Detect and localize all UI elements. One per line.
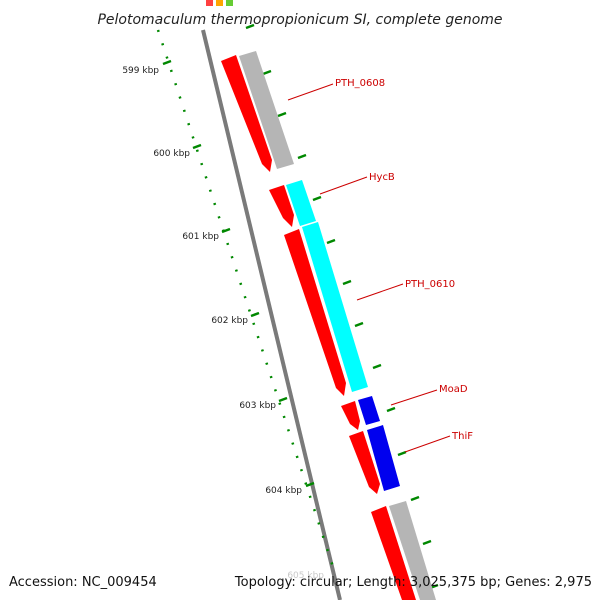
- gene-label-moad: MoaD: [439, 384, 468, 395]
- ruler-ticks: [162, 59, 315, 488]
- gene-arrow-red: [371, 506, 416, 600]
- genome-backbone: [201, 29, 342, 600]
- outer-tick-track: [245, 23, 439, 590]
- gene-arrow-red: [284, 229, 346, 396]
- tick-label: 603 kbp: [239, 401, 276, 411]
- tick-label: 599 kbp: [122, 66, 159, 76]
- gene-labels: PTH_0608 HycB PTH_0610 MoaD ThiF: [287, 78, 473, 453]
- ruler-labels: 599 kbp 600 kbp 601 kbp 602 kbp 603 kbp …: [122, 66, 324, 581]
- gene-features: [221, 51, 436, 600]
- ruler-tick: [305, 481, 315, 488]
- map-title: Pelotomaculum thermopropionicum SI, comp…: [97, 12, 502, 28]
- ruler-tick: [250, 311, 260, 318]
- accession-label: Accession: NC_009454: [9, 575, 157, 590]
- ruler-tick: [192, 143, 202, 150]
- gene-block-cyan: [286, 180, 316, 226]
- gene-block-cyan: [302, 222, 368, 392]
- gene-arrow-red: [349, 431, 380, 494]
- gene-arrow-red: [221, 55, 272, 172]
- label-leader-line: [356, 283, 404, 301]
- gene-block-gray: [239, 51, 294, 169]
- tick-label: 601 kbp: [182, 232, 219, 242]
- gene-label-thif: ThiF: [451, 431, 473, 442]
- label-leader-line: [287, 83, 334, 101]
- label-leader-line: [319, 176, 368, 195]
- gene-label-pth-0608: PTH_0608: [335, 78, 385, 89]
- gene-label-pth-0610: PTH_0610: [405, 279, 455, 290]
- gene-block-blue: [358, 396, 380, 425]
- gene-label-hycb: HycB: [369, 172, 395, 183]
- ruler-tick: [278, 396, 288, 403]
- tick-label: 602 kbp: [211, 316, 248, 326]
- tick-label: 604 kbp: [265, 486, 302, 496]
- gene-block-gray: [389, 501, 436, 600]
- tick-label: 600 kbp: [153, 149, 190, 159]
- tick-label: 605 kbp: [287, 571, 324, 581]
- genome-summary-label: Topology: circular; Length: 3,025,375 bp…: [234, 575, 592, 590]
- gene-arrow-red: [269, 185, 294, 227]
- label-leader-line: [390, 389, 438, 406]
- gene-block-blue: [367, 425, 400, 491]
- gene-arrow-red: [341, 401, 360, 430]
- label-leader-line: [404, 435, 451, 453]
- top-color-strip: [206, 0, 233, 6]
- ruler-tick: [162, 59, 172, 66]
- ruler-tick: [221, 227, 231, 234]
